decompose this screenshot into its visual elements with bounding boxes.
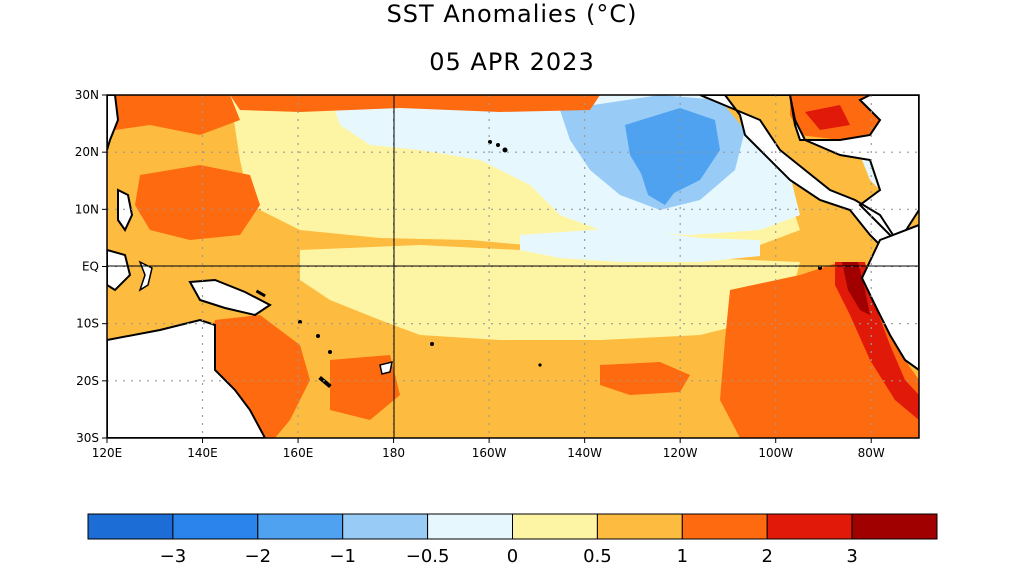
y-axis-ticks: 30N 20N 10N EQ 10S 20S 30S	[75, 88, 107, 445]
sst-peru-darkred	[842, 262, 870, 315]
y-tick-label: 20N	[75, 145, 99, 159]
sst-west-orange-north	[135, 165, 260, 240]
x-axis-ticks: 120E 140E 160E 180 160W 140W 120W 100W 80W	[92, 438, 885, 460]
sst-gulf-red	[805, 105, 850, 130]
colorbar-swatch	[87, 513, 174, 540]
sst-south-central-orange	[600, 362, 690, 395]
x-tick-label: 140W	[567, 446, 602, 460]
x-tick-label: 120W	[663, 446, 698, 460]
colorbar-swatch	[172, 513, 259, 540]
new-zealand-land	[379, 360, 393, 375]
x-tick-label: 100W	[758, 446, 793, 460]
colorbar-swatch	[427, 513, 514, 540]
sst-top-orange-strip	[230, 95, 600, 112]
colorbar-tick-label: 1	[677, 546, 688, 567]
borneo-land	[107, 248, 132, 292]
y-tick-label: 10N	[75, 202, 99, 216]
colorbar-tick-label: −1	[329, 546, 356, 567]
sst-equatorial-pale	[300, 245, 800, 340]
colorbar-tick-label: −3	[160, 546, 187, 567]
y-tick-label: 30N	[75, 88, 99, 102]
colorbar-tick-label: 2	[761, 546, 772, 567]
colorbar-swatch	[851, 513, 938, 540]
y-tick-label: 10S	[76, 317, 99, 331]
colorbar-labels: −3 −2 −1 −0.5 0 0.5 1 2 3	[160, 546, 858, 567]
x-tick-label: 120E	[92, 446, 123, 460]
map-date: 05 APR 2023	[429, 48, 595, 76]
colorbar-tick-label: 0	[507, 546, 518, 567]
y-tick-label: 20S	[76, 374, 99, 388]
new-guinea-land	[188, 278, 272, 317]
colorbar	[87, 513, 938, 540]
x-tick-label: 160E	[283, 446, 314, 460]
sst-equatorial-cool	[520, 228, 760, 262]
sst-north-blue-2	[640, 160, 680, 205]
colorbar-swatch	[766, 513, 853, 540]
x-tick-label: 80W	[858, 446, 885, 460]
map-title: SST Anomalies (°C)	[386, 0, 638, 28]
x-tick-label: 140E	[187, 446, 218, 460]
north-america-land	[699, 95, 919, 256]
colorbar-tick-label: −2	[245, 546, 272, 567]
colorbar-swatch	[342, 513, 429, 540]
colorbar-tick-label: 0.5	[583, 546, 612, 567]
australia-land	[107, 318, 267, 438]
x-tick-label: 180	[382, 446, 405, 460]
asia-land	[107, 95, 120, 151]
y-tick-label: 30S	[76, 431, 99, 445]
sulawesi-land	[138, 260, 153, 292]
y-tick-label: EQ	[82, 260, 99, 274]
south-america-land	[860, 223, 919, 372]
sst-field	[107, 95, 919, 438]
x-tick-label: 160W	[472, 446, 507, 460]
philippines-land	[117, 188, 134, 232]
colorbar-swatch	[681, 513, 768, 540]
colorbar-tick-label: 3	[846, 546, 857, 567]
colorbar-swatch	[512, 513, 598, 540]
colorbar-tick-label: −0.5	[406, 546, 450, 567]
colorbar-swatch	[596, 513, 683, 540]
sst-northwest-orange	[107, 95, 240, 135]
pacific-islands	[255, 140, 822, 389]
colorbar-swatch	[257, 513, 344, 540]
